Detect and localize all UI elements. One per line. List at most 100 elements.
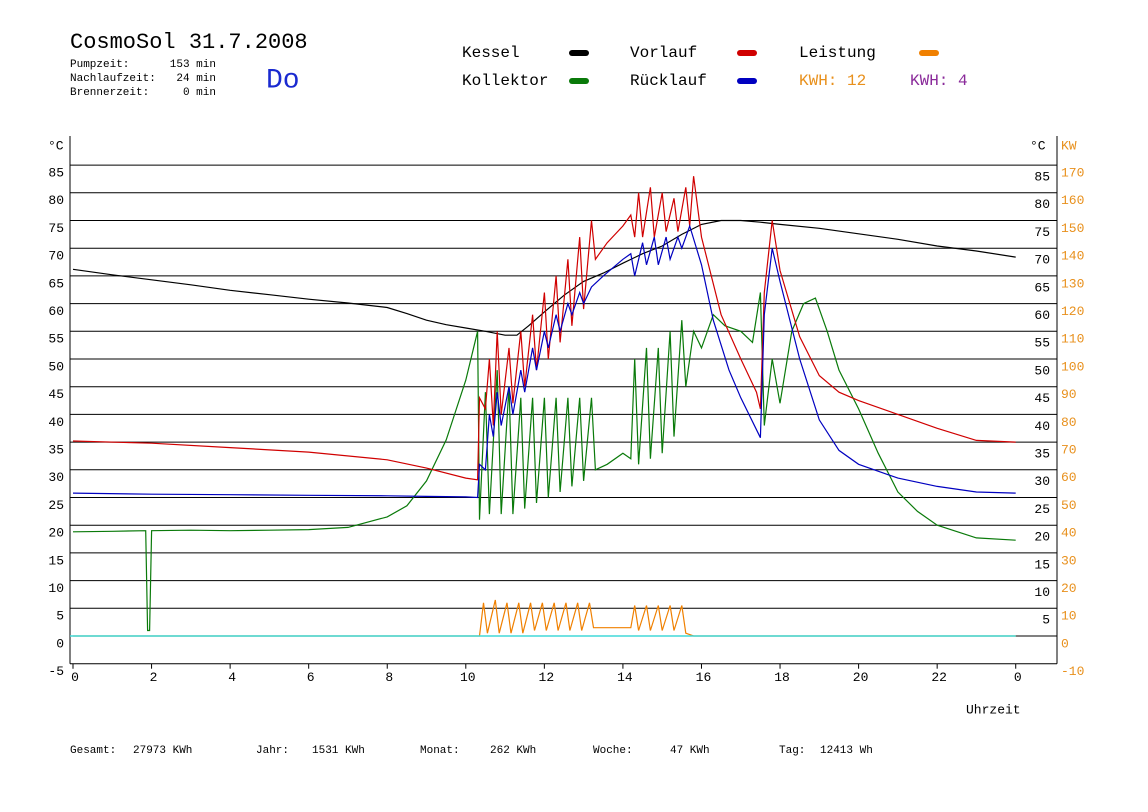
y-right-tick-label: 20	[1034, 530, 1050, 545]
y-right-tick-label: 55	[1034, 336, 1050, 351]
x-tick-label: 18	[774, 670, 790, 685]
y2-tick-label: 110	[1061, 332, 1084, 347]
y-label: °C	[48, 138, 64, 153]
x-tick-label: 20	[853, 670, 869, 685]
info-label: Brennerzeit:	[70, 87, 149, 99]
y2-tick-label: 70	[1061, 443, 1077, 458]
y-tick-label: 75	[48, 221, 64, 236]
y-right-tick-label: 85	[1034, 170, 1050, 185]
y2-tick-label: 130	[1061, 276, 1084, 291]
x-tick-label: 4	[228, 670, 236, 685]
y-tick-label: 25	[48, 498, 64, 513]
y-right-tick-label: 40	[1034, 419, 1050, 434]
y-tick-label: 45	[48, 387, 64, 402]
y2-tick-label: 0	[1061, 636, 1069, 651]
y-tick-label: -5	[48, 664, 64, 679]
footer-label: Gesamt:	[70, 745, 116, 757]
annotation: KWH: 12	[799, 72, 866, 90]
info-label: Nachlaufzeit:	[70, 73, 156, 85]
y-right-tick-label: 45	[1034, 391, 1050, 406]
y-right-tick-label: 75	[1034, 225, 1050, 240]
y2-tick-label: 140	[1061, 249, 1084, 264]
info-label: Pumpzeit:	[70, 59, 129, 71]
x-tick-label: 2	[150, 670, 158, 685]
y-tick-label: 15	[48, 553, 64, 568]
y-tick-label: 30	[48, 470, 64, 485]
y2-tick-label: 10	[1061, 609, 1077, 624]
y-right-tick-label: 10	[1034, 585, 1050, 600]
y-tick-label: 70	[48, 249, 64, 264]
y2-tick-label: 150	[1061, 221, 1084, 236]
x-tick-label: 22	[931, 670, 947, 685]
legend-label: Kessel	[462, 44, 520, 62]
info-value: 24 min	[176, 73, 216, 85]
series-line	[72, 219, 1016, 336]
y2-tick-label: 60	[1061, 470, 1077, 485]
y2-label: °C	[1030, 138, 1046, 153]
footer-value: 262 KWh	[490, 745, 536, 757]
legend-label: Leistung	[799, 44, 876, 62]
x-tick-label: 16	[696, 670, 712, 685]
y2-tick-label: -10	[1061, 664, 1084, 679]
x-tick-label: 10	[460, 670, 476, 685]
chart-title: CosmoSol 31.7.2008	[70, 30, 308, 55]
legend-label: Kollektor	[462, 72, 548, 90]
footer-value: 47 KWh	[670, 745, 710, 757]
y2-tick-label: 20	[1061, 581, 1077, 596]
info-value: 0 min	[183, 87, 216, 99]
y2-tick-label: 40	[1061, 526, 1077, 541]
y-tick-label: 65	[48, 276, 64, 291]
y2-tick-label: 120	[1061, 304, 1084, 319]
y-right-tick-label: 70	[1034, 253, 1050, 268]
y2-tick-label: 90	[1061, 387, 1077, 402]
y-right-tick-label: 15	[1034, 557, 1050, 572]
y-tick-label: 0	[56, 636, 64, 651]
x-tick-label: 8	[385, 670, 393, 685]
y-tick-label: 60	[48, 304, 64, 319]
y2-unit: KW	[1061, 138, 1077, 153]
info-value: 153 min	[170, 59, 216, 71]
series-line	[72, 224, 1016, 499]
y-tick-label: 5	[56, 609, 64, 624]
series-line	[73, 599, 1016, 637]
footer-label: Woche:	[593, 745, 633, 757]
series-line	[72, 176, 1016, 481]
y-tick-label: 55	[48, 332, 64, 347]
y-right-tick-label: 50	[1034, 363, 1050, 378]
footer-value: 1531 KWh	[312, 745, 365, 757]
y-tick-label: 35	[48, 443, 64, 458]
y-right-tick-label: 25	[1034, 502, 1050, 517]
y-right-tick-label: 35	[1034, 447, 1050, 462]
y2-tick-label: 80	[1061, 415, 1077, 430]
x-tick-label: 6	[307, 670, 315, 685]
y-right-tick-label: 60	[1034, 308, 1050, 323]
y-right-tick-label: 65	[1034, 280, 1050, 295]
footer-value: 12413 Wh	[820, 745, 873, 757]
x-label: Uhrzeit	[966, 702, 1021, 717]
y-tick-label: 80	[48, 193, 64, 208]
y-right-tick-label: 80	[1034, 197, 1050, 212]
y-tick-label: 40	[48, 415, 64, 430]
y-right-tick-label: 5	[1042, 613, 1050, 628]
y-tick-label: 50	[48, 359, 64, 374]
x-tick-label: 14	[617, 670, 633, 685]
y-tick-label: 85	[48, 166, 64, 181]
y-right-tick-label: 30	[1034, 474, 1050, 489]
series-line	[72, 292, 1016, 632]
y2-tick-label: 100	[1061, 359, 1084, 374]
y2-tick-label: 160	[1061, 193, 1084, 208]
y-tick-label: 10	[48, 581, 64, 596]
x-tick-label: 0	[71, 670, 79, 685]
legend-label: Rücklauf	[630, 72, 707, 90]
y2-tick-label: 170	[1061, 166, 1084, 181]
x-tick-label: 0	[1014, 670, 1022, 685]
y-tick-label: 20	[48, 526, 64, 541]
footer-value: 27973 KWh	[133, 745, 192, 757]
y2-tick-label: 50	[1061, 498, 1077, 513]
y2-tick-label: 30	[1061, 553, 1077, 568]
footer-label: Jahr:	[256, 745, 289, 757]
day: Do	[266, 65, 300, 96]
footer-label: Monat:	[420, 745, 460, 757]
